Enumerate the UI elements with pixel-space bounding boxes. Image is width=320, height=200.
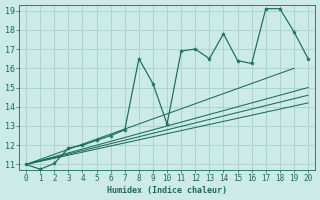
X-axis label: Humidex (Indice chaleur): Humidex (Indice chaleur) (107, 186, 227, 195)
